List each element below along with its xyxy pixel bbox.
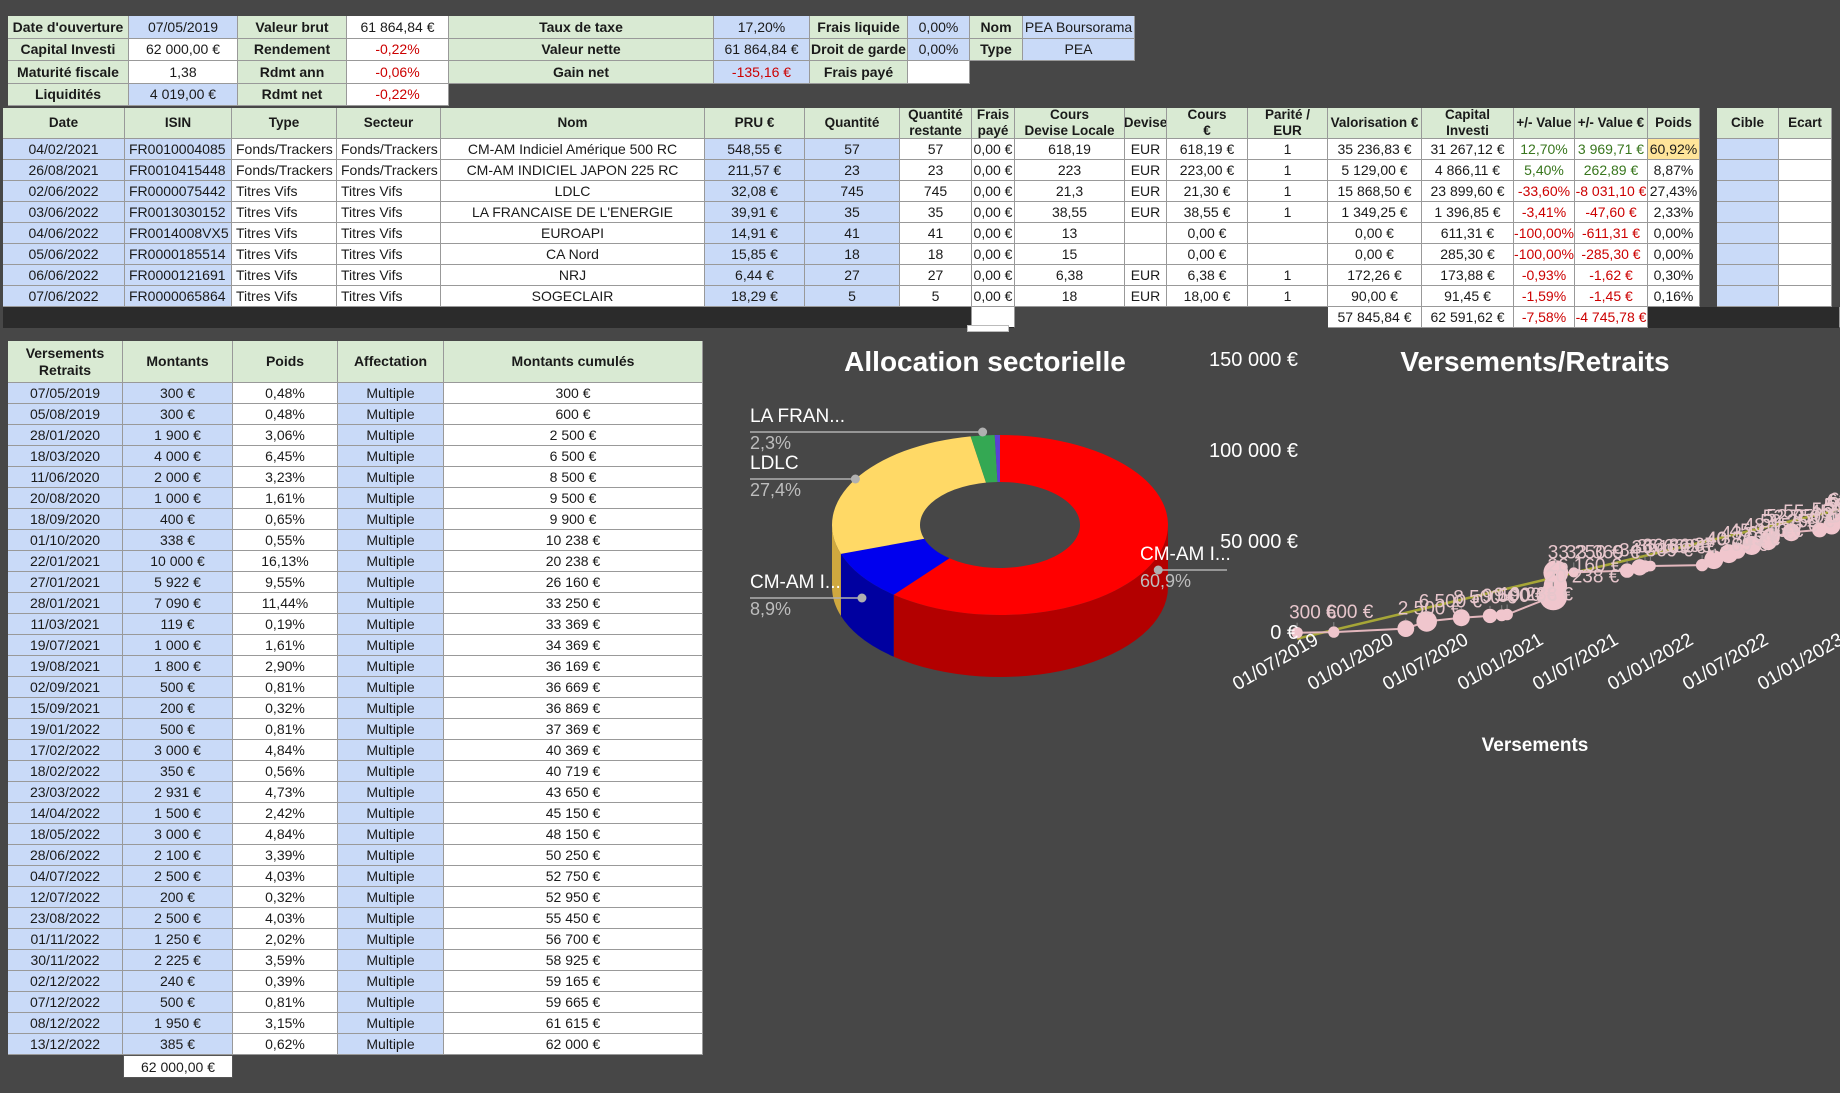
svg-text:62 000 €: 62 000 € (1829, 490, 1840, 511)
svg-text:50 000 €: 50 000 € (1220, 531, 1298, 553)
svg-text:10 238 €: 10 238 € (1499, 585, 1573, 606)
svg-text:600 €: 600 € (1326, 602, 1374, 623)
svg-text:150 000 €: 150 000 € (1209, 349, 1298, 371)
svg-text:100 000 €: 100 000 € (1209, 440, 1298, 462)
